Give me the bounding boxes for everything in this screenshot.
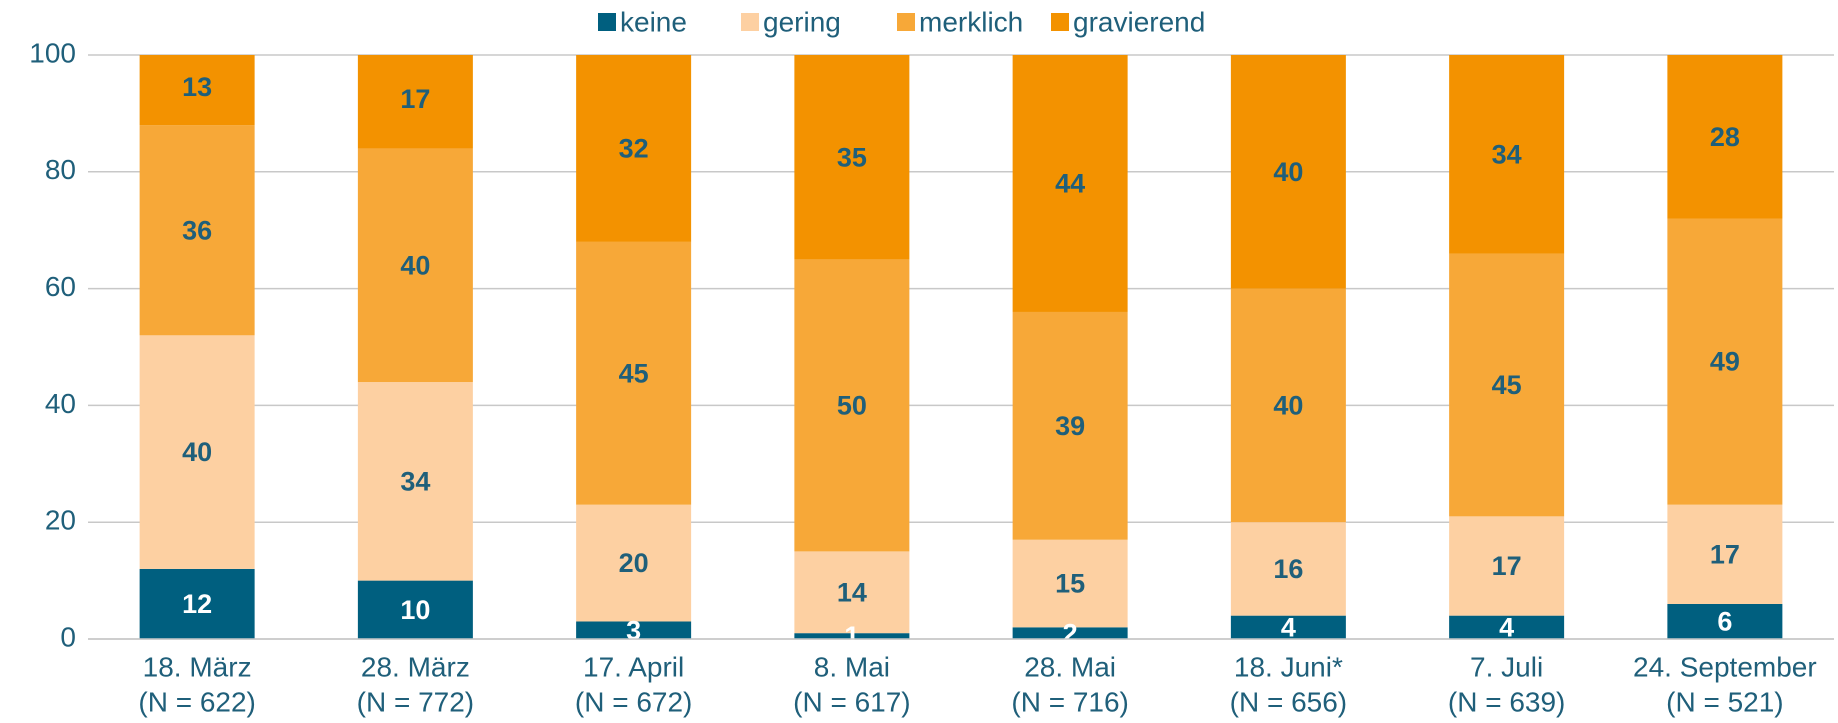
bar-segment <box>1230 615 1346 639</box>
value-label: 36 <box>182 215 212 245</box>
bar-segment <box>357 55 473 149</box>
value-label: 17 <box>1492 551 1522 581</box>
bar-segment <box>1667 603 1783 639</box>
x-tick-label: 17. April <box>583 651 684 682</box>
x-tick-note: (N = 772) <box>357 686 475 717</box>
value-label: 4 <box>1281 612 1296 642</box>
bar-segment <box>576 55 692 242</box>
x-tick-note: (N = 656) <box>1230 686 1348 717</box>
value-label: 40 <box>1273 391 1303 421</box>
value-label: 16 <box>1273 554 1303 584</box>
value-label: 40 <box>400 250 430 280</box>
value-label: 4 <box>1499 612 1514 642</box>
value-label: 45 <box>1492 370 1522 400</box>
value-label: 17 <box>400 84 430 114</box>
bar-segment <box>1667 55 1783 219</box>
bar-segment <box>794 551 910 634</box>
bar-segment <box>139 55 255 126</box>
value-label: 17 <box>1710 539 1740 569</box>
bar-segment <box>576 504 692 622</box>
bars <box>139 55 1783 639</box>
bar-segment <box>139 335 255 569</box>
x-tick-label: 24. September <box>1633 651 1817 682</box>
bar-segment <box>576 241 692 505</box>
y-tick-label: 20 <box>45 505 76 536</box>
value-label: 50 <box>837 391 867 421</box>
y-tick-label: 40 <box>45 388 76 419</box>
value-label: 34 <box>1492 139 1522 169</box>
bar-segment <box>357 580 473 639</box>
bar-segment <box>1012 627 1128 639</box>
value-label: 40 <box>1273 157 1303 187</box>
legend-label: keine <box>620 6 687 37</box>
bar-segment <box>576 621 692 639</box>
legend-label: merklich <box>919 6 1023 37</box>
y-tick-label: 80 <box>45 154 76 185</box>
value-label: 28 <box>1710 122 1740 152</box>
bar-segment <box>1449 253 1565 517</box>
x-tick-note: (N = 672) <box>575 686 693 717</box>
bar-segment <box>1012 55 1128 312</box>
x-tick-label: 7. Juli <box>1470 651 1543 682</box>
value-label: 39 <box>1055 411 1085 441</box>
x-tick-note: (N = 622) <box>138 686 256 717</box>
x-tick-note: (N = 639) <box>1448 686 1566 717</box>
value-label: 32 <box>619 134 649 164</box>
legend-label: gravierend <box>1073 6 1205 37</box>
value-label: 10 <box>400 595 430 625</box>
bar-segment <box>1449 615 1565 639</box>
x-tick-note: (N = 521) <box>1666 686 1784 717</box>
bar-segment <box>794 55 910 260</box>
legend-swatch <box>897 13 915 31</box>
value-label: 34 <box>400 466 430 496</box>
bar-segment <box>1230 288 1346 523</box>
bar-segment <box>357 382 473 581</box>
value-labels: 1240361310344017320453211450352153944416… <box>182 72 1740 651</box>
value-label: 40 <box>182 437 212 467</box>
y-tick-label: 0 <box>60 621 76 652</box>
x-tick-label: 8. Mai <box>814 651 890 682</box>
bar-segment <box>1230 55 1346 289</box>
bar-segment <box>1012 539 1128 628</box>
value-label: 13 <box>182 72 212 102</box>
bar-segment <box>139 125 255 336</box>
bar-segment <box>1667 218 1783 505</box>
bar-segment <box>794 259 910 552</box>
legend-swatch <box>598 13 616 31</box>
legend-swatch <box>1051 13 1069 31</box>
x-tick-label: 18. Juni* <box>1234 651 1343 682</box>
value-label: 3 <box>626 615 641 645</box>
legend-swatch <box>741 13 759 31</box>
bar-segment <box>139 568 255 639</box>
bar-segment <box>1667 504 1783 604</box>
bar-segment <box>794 633 910 639</box>
x-tick-note: (N = 617) <box>793 686 911 717</box>
bar-segment <box>1230 522 1346 616</box>
value-label: 1 <box>844 621 859 651</box>
bar-segment <box>1012 311 1128 540</box>
value-label: 44 <box>1055 169 1085 199</box>
x-tick-label: 28. Mai <box>1024 651 1116 682</box>
y-tick-label: 60 <box>45 271 76 302</box>
value-label: 15 <box>1055 569 1085 599</box>
value-label: 35 <box>837 142 867 172</box>
value-label: 20 <box>619 548 649 578</box>
value-label: 14 <box>837 577 867 607</box>
bar-segment <box>1449 516 1565 616</box>
bar-segment <box>357 148 473 383</box>
value-label: 45 <box>619 358 649 388</box>
y-tick-label: 100 <box>29 37 76 68</box>
x-tick-label: 28. März <box>361 651 470 682</box>
value-label: 2 <box>1063 618 1078 648</box>
legend-label: gering <box>763 6 841 37</box>
value-label: 49 <box>1710 347 1740 377</box>
x-tick-label: 18. März <box>143 651 252 682</box>
value-label: 6 <box>1717 607 1732 637</box>
value-label: 12 <box>182 589 212 619</box>
bar-segment <box>1449 55 1565 254</box>
x-tick-note: (N = 716) <box>1011 686 1129 717</box>
